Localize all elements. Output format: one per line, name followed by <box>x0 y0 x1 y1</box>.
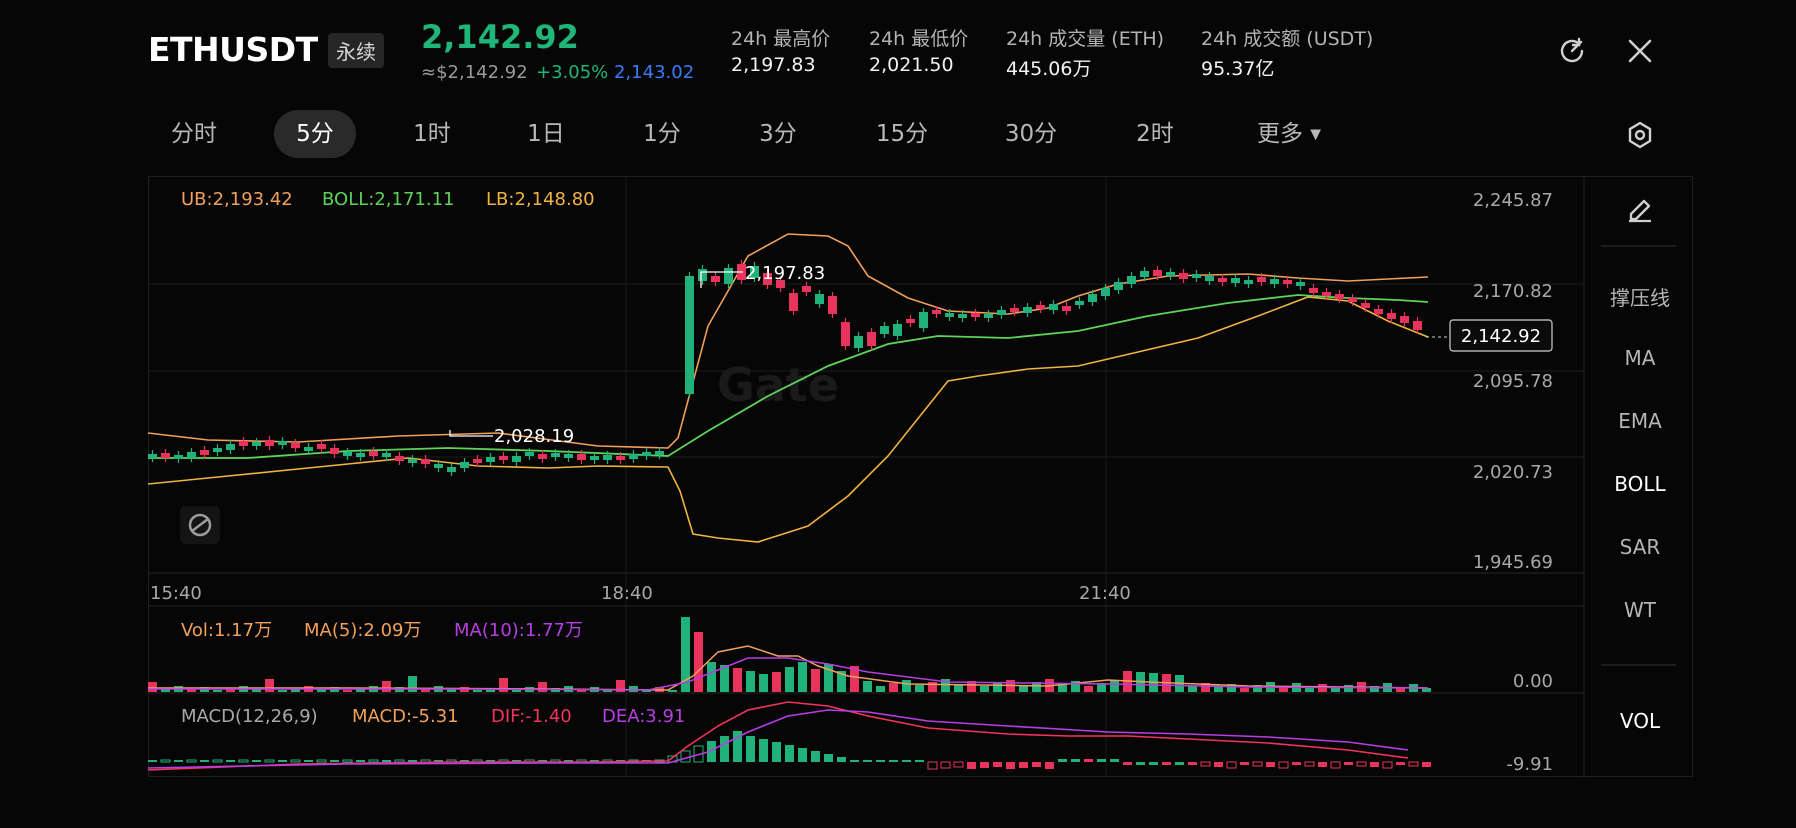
legend-macd-title: MACD(12,26,9) <box>181 706 318 727</box>
tab-2h[interactable]: 2时 <box>1136 121 1174 147</box>
indicator-ma[interactable]: MA <box>1624 346 1656 370</box>
refresh-icon[interactable] <box>1555 34 1589 68</box>
tab-5m[interactable]: 5分 <box>274 110 356 158</box>
middle-band-line <box>148 294 1429 459</box>
legend-vol: Vol:1.17万 <box>181 620 272 641</box>
indicator-boll[interactable]: BOLL <box>1614 472 1666 496</box>
price-axis-label: 2,170.82 <box>1473 281 1553 302</box>
last-price: 2,142.92 <box>421 18 579 56</box>
indicator-support-resistance[interactable]: 撑压线 <box>1610 286 1670 310</box>
volume-axis-label: 0.00 <box>1513 671 1553 692</box>
indicator-sar[interactable]: SAR <box>1619 535 1661 559</box>
legend-vol-ma5: MA(5):2.09万 <box>304 620 421 641</box>
indicator-vol[interactable]: VOL <box>1619 709 1661 733</box>
price-axis-label: 2,020.73 <box>1473 462 1553 483</box>
price-change: +3.05% <box>536 62 609 83</box>
chart-mode-icon[interactable] <box>180 506 220 544</box>
close-icon[interactable] <box>1623 34 1657 68</box>
settings-icon[interactable] <box>1623 118 1657 152</box>
stat-volume-label: 24h 成交量 (ETH) <box>1006 28 1165 50</box>
watermark-text: Gate <box>717 358 839 412</box>
price-usd: ≈$2,142.92 <box>421 62 528 83</box>
legend-ub: UB:2,193.42 <box>181 189 293 210</box>
tab-timeshare[interactable]: 分时 <box>171 121 217 147</box>
lower-band-line <box>147 296 1429 543</box>
legend-dea: DEA:3.91 <box>602 706 685 727</box>
time-axis-label: 15:40 <box>150 583 202 604</box>
symbol-title: ETHUSDT <box>148 30 318 69</box>
high-price-marker: 2,197.83 <box>745 263 825 284</box>
chart-area[interactable]: Gate 2,197.83 2,028.19 2,142.92 2,245.87… <box>147 176 1693 777</box>
tab-more[interactable]: 更多 ▼ <box>1244 110 1334 158</box>
legend-lb: LB:2,148.80 <box>486 189 595 210</box>
stat-turnover-value: 95.37亿 <box>1201 58 1275 80</box>
macd-histogram <box>148 731 1431 770</box>
contract-type-badge: 永续 <box>328 33 384 68</box>
stat-high-value: 2,197.83 <box>731 54 816 76</box>
tab-1m[interactable]: 1分 <box>643 121 681 147</box>
upper-band-line <box>147 233 1429 449</box>
tab-1h[interactable]: 1时 <box>413 121 451 147</box>
legend-dif: DIF:-1.40 <box>491 706 572 727</box>
legend-macd-value: MACD:-5.31 <box>352 706 459 727</box>
price-axis-label: 2,245.87 <box>1473 190 1553 211</box>
time-axis-label: 21:40 <box>1079 583 1131 604</box>
macd-dif-line <box>147 701 1409 771</box>
time-axis-label: 18:40 <box>601 583 653 604</box>
legend-boll: BOLL:2,171.11 <box>322 189 454 210</box>
draw-icon[interactable] <box>1623 192 1657 226</box>
stat-low-label: 24h 最低价 <box>869 28 969 50</box>
candlestick-chart[interactable]: Gate 2,197.83 2,028.19 2,142.92 2,245.87… <box>147 176 1693 777</box>
tab-1d[interactable]: 1日 <box>527 121 565 147</box>
mark-price: 2,143.02 <box>614 62 695 83</box>
caret-down-icon: ▼ <box>1310 126 1322 143</box>
tab-more-label: 更多 <box>1256 121 1303 147</box>
current-price-tag <box>1449 319 1553 352</box>
macd-axis-label: -9.91 <box>1506 754 1553 775</box>
legend-vol-ma10: MA(10):1.77万 <box>454 620 583 641</box>
low-price-marker: 2,028.19 <box>494 426 574 447</box>
tab-3m[interactable]: 3分 <box>759 121 797 147</box>
tab-15m[interactable]: 15分 <box>875 121 929 147</box>
indicator-wt[interactable]: WT <box>1624 598 1656 622</box>
stat-volume-value: 445.06万 <box>1006 58 1092 80</box>
current-price-text: 2,142.92 <box>1461 326 1541 347</box>
stat-turnover-label: 24h 成交额 (USDT) <box>1201 28 1374 50</box>
stat-low-value: 2,021.50 <box>869 54 954 76</box>
macd-dea-line <box>147 709 1409 769</box>
volume-ma10-line <box>148 657 1429 691</box>
candles-group <box>148 260 1422 476</box>
price-axis-label: 2,095.78 <box>1473 371 1553 392</box>
indicator-ema[interactable]: EMA <box>1618 409 1662 433</box>
tab-30m[interactable]: 30分 <box>1004 121 1058 147</box>
stat-high-label: 24h 最高价 <box>731 28 831 50</box>
price-axis-label: 1,945.69 <box>1473 552 1553 573</box>
